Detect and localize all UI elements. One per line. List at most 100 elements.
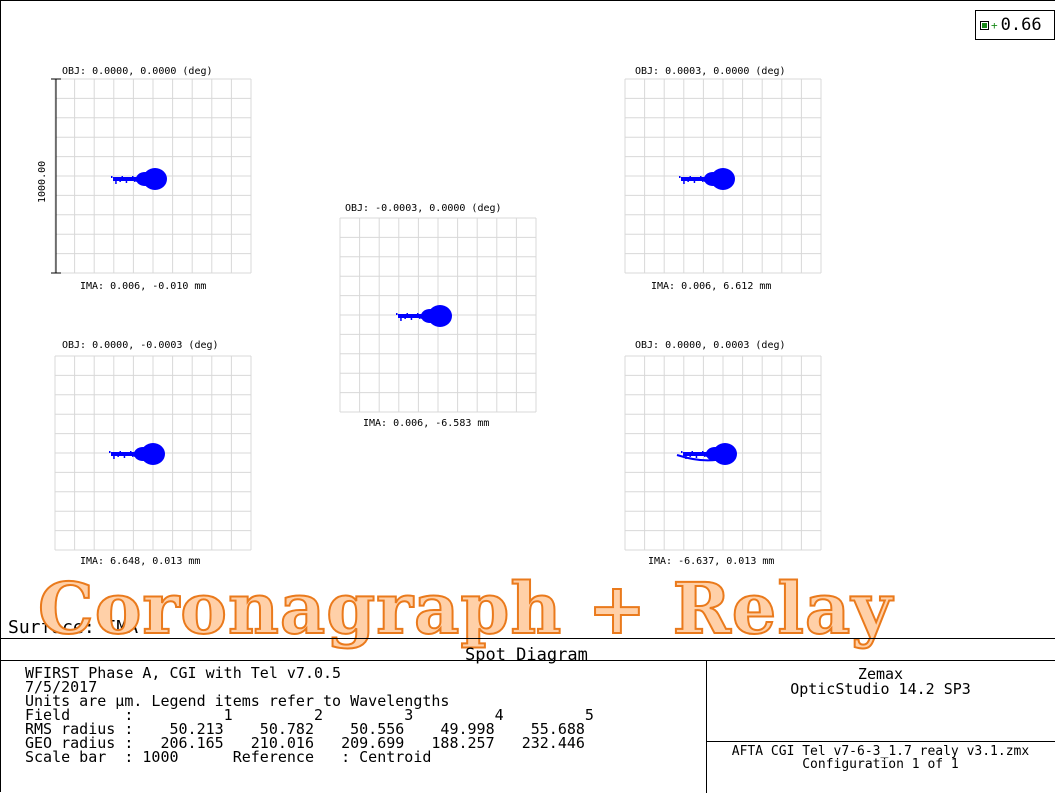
spot-ray bbox=[704, 453, 706, 457]
spot-ray bbox=[691, 178, 694, 180]
spot-ray bbox=[429, 315, 432, 318]
spot-ray bbox=[679, 176, 681, 178]
spot-cluster bbox=[396, 305, 452, 327]
legend-plus-icon: + bbox=[991, 18, 998, 32]
legend-checkbox-icon[interactable] bbox=[980, 20, 989, 30]
spot-ray bbox=[421, 317, 423, 319]
field-3-obj-label: OBJ: -0.0003, 0.0000 (deg) bbox=[345, 203, 502, 214]
info-line-title: WFIRST Phase A, CGI with Tel v7.0.5 bbox=[25, 664, 342, 682]
field-2-spot-plot bbox=[624, 78, 822, 274]
info-line-geo: GEO radius : 206.165 210.016 209.699 188… bbox=[25, 734, 585, 752]
spot-ray bbox=[716, 455, 719, 459]
spot-ray bbox=[699, 454, 702, 456]
spot-ray bbox=[123, 455, 126, 458]
spot-ray bbox=[427, 313, 429, 315]
field-2-obj-label: OBJ: 0.0003, 0.0000 (deg) bbox=[635, 66, 786, 77]
field-5-ima-label: IMA: -6.637, 0.013 mm bbox=[648, 556, 775, 567]
spot-ray bbox=[146, 180, 149, 184]
spot-ray bbox=[681, 451, 683, 453]
file-block: AFTA CGI Tel v7-6-3_1.7 realy v3.1.zmx C… bbox=[706, 745, 1055, 771]
spot-ray bbox=[134, 455, 136, 457]
spot-ray bbox=[683, 180, 685, 184]
vendor-block: Zemax OpticStudio 14.2 SP3 bbox=[706, 667, 1055, 697]
spot-ray bbox=[685, 177, 687, 179]
diagram-title: Spot Diagram bbox=[465, 645, 588, 665]
spot-ray bbox=[115, 452, 117, 454]
grid bbox=[339, 217, 537, 413]
spot-ray bbox=[121, 453, 124, 455]
spot-ray bbox=[109, 451, 111, 453]
spot-ray bbox=[138, 454, 140, 458]
field-1-obj-label: OBJ: 0.0000, 0.0000 (deg) bbox=[62, 66, 213, 77]
spot-ray bbox=[693, 180, 696, 183]
spot-ray bbox=[689, 176, 691, 180]
spot-ray bbox=[708, 452, 710, 455]
field-1-spot-plot bbox=[54, 78, 252, 274]
spot-ray bbox=[132, 176, 134, 179]
info-line-field: Field : 1 2 3 4 5 bbox=[25, 706, 594, 724]
spot-cluster bbox=[679, 168, 735, 190]
spot-ray bbox=[132, 453, 134, 457]
spot-ray bbox=[697, 179, 700, 181]
spot-ray bbox=[412, 314, 415, 318]
spot-ray bbox=[406, 313, 408, 317]
spot-ray bbox=[431, 317, 434, 321]
field-5-obj-label: OBJ: 0.0000, 0.0003 (deg) bbox=[635, 340, 786, 351]
spot-ray bbox=[123, 178, 126, 180]
spot-ray bbox=[714, 180, 717, 184]
spot-ray bbox=[117, 177, 119, 179]
spot-ray bbox=[125, 180, 128, 183]
file-name: AFTA CGI Tel v7-6-3_1.7 realy v3.1.zmx bbox=[731, 744, 1030, 759]
field-1-ima-label: IMA: 0.006, -0.010 mm bbox=[80, 281, 207, 292]
spot-ray bbox=[398, 315, 400, 318]
spot-ray bbox=[127, 454, 130, 456]
vendor-name: Zemax bbox=[857, 665, 904, 683]
spot-arc bbox=[676, 454, 726, 462]
field-4-ima-label: IMA: 6.648, 0.013 mm bbox=[80, 556, 201, 567]
spot-ray bbox=[140, 179, 142, 183]
scale-bar-label: 1000.00 bbox=[37, 160, 48, 203]
spot-ray bbox=[404, 316, 406, 319]
info-line-scale: Scale bar : 1000 Reference : Centroid bbox=[25, 748, 432, 766]
spot-cluster bbox=[676, 443, 737, 465]
spot-ray bbox=[714, 453, 717, 456]
spot-ray bbox=[119, 451, 121, 455]
info-divider-vertical bbox=[706, 660, 707, 793]
spot-ray bbox=[130, 451, 132, 454]
spot-ray bbox=[121, 176, 123, 180]
spot-ray bbox=[113, 178, 115, 181]
spot-ray bbox=[706, 455, 708, 457]
spot-ray bbox=[136, 452, 138, 455]
spot-ray bbox=[700, 176, 702, 179]
spot-ray bbox=[681, 178, 683, 181]
spot-ray bbox=[425, 316, 427, 320]
spot-ray bbox=[687, 452, 689, 454]
spot-ray bbox=[142, 176, 144, 178]
grid bbox=[624, 78, 822, 274]
field-4-obj-label: OBJ: 0.0000, -0.0003 (deg) bbox=[62, 340, 219, 351]
spot-ray bbox=[408, 315, 411, 317]
spot-ray bbox=[396, 313, 398, 315]
spot-ray bbox=[134, 178, 136, 182]
surface-label: Surface: IMA bbox=[8, 617, 139, 638]
spot-cluster bbox=[109, 443, 165, 465]
spot-ray bbox=[144, 455, 147, 459]
spot-ray bbox=[417, 313, 419, 316]
spot-ray bbox=[419, 315, 421, 319]
field-4-spot-plot bbox=[54, 355, 252, 551]
spot-ray bbox=[113, 455, 115, 459]
scale-bar bbox=[51, 78, 61, 274]
overlay-title: Coronagraph + Relay bbox=[37, 567, 893, 650]
spot-ray bbox=[111, 176, 113, 178]
info-panel: Spot Diagram WFIRST Phase A, CGI with Te… bbox=[0, 638, 1055, 793]
spot-ray bbox=[687, 179, 689, 182]
info-divider bbox=[0, 660, 1055, 661]
spot-ray bbox=[702, 451, 704, 454]
spot-ray bbox=[712, 451, 714, 453]
info-line-units: Units are µm. Legend items refer to Wave… bbox=[25, 692, 450, 710]
spot-ray bbox=[712, 178, 715, 181]
spot-cluster bbox=[111, 168, 167, 190]
spot-ray bbox=[144, 178, 147, 181]
spot-ray bbox=[142, 453, 145, 456]
